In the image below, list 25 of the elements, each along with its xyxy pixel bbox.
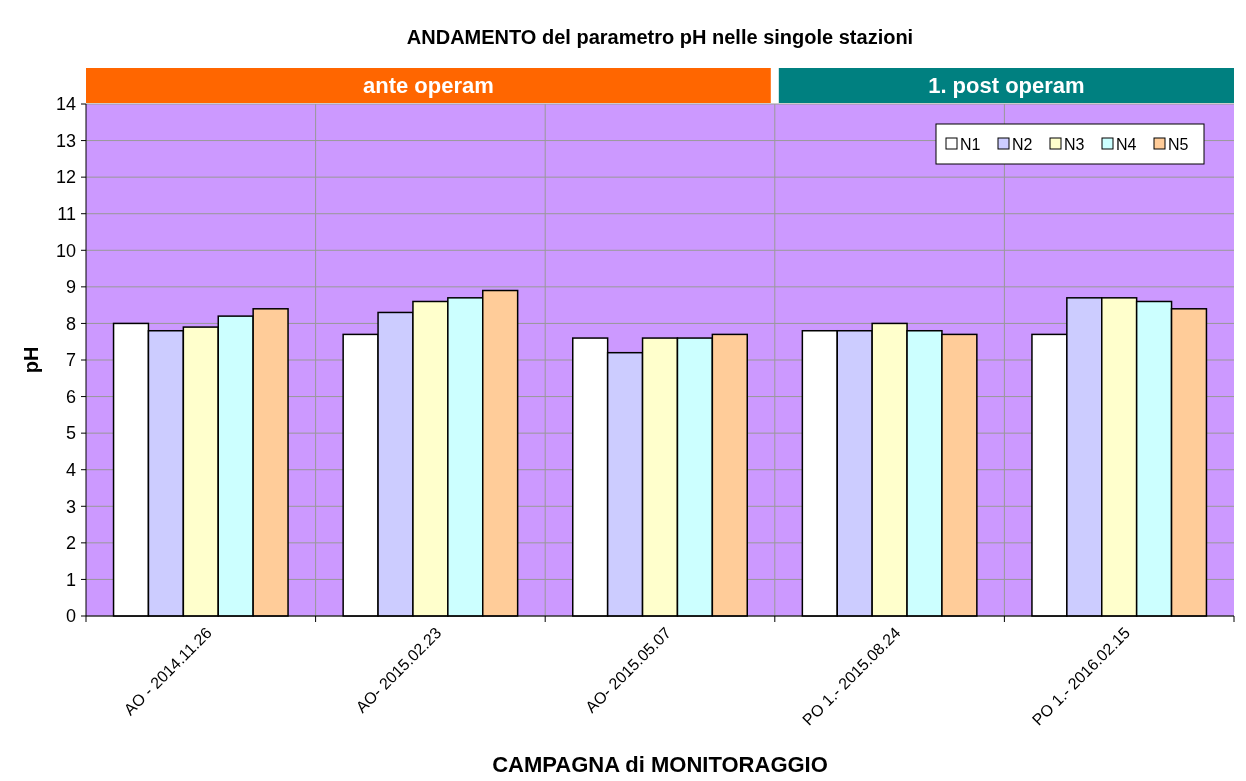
y-tick-label: 13	[55, 130, 76, 151]
legend-label: N4	[1116, 135, 1137, 153]
y-tick-label: 5	[65, 423, 76, 444]
y-axis-title: pH	[20, 346, 42, 374]
legend-label: N3	[1064, 135, 1085, 153]
y-tick-label: 4	[65, 460, 76, 481]
y-tick-label: 1	[65, 569, 76, 590]
y-tick-label: 14	[55, 94, 76, 115]
y-tick-label: 2	[65, 533, 76, 554]
y-tick-label: 9	[65, 277, 76, 298]
text: ante operam	[362, 73, 494, 98]
y-tick-label: 3	[65, 496, 76, 517]
y-tick-label: 11	[57, 204, 76, 225]
chart-title: ANDAMENTO del parametro pH nelle singole stazioni	[406, 26, 914, 48]
legend-label: N5	[1168, 135, 1189, 153]
y-tick-label: 12	[55, 167, 76, 188]
y-tick-label: 8	[65, 313, 76, 334]
text: 1. post operam	[928, 73, 1085, 98]
legend-label: N1	[960, 135, 981, 153]
y-tick-label: 10	[55, 240, 76, 261]
y-tick-label: 7	[65, 350, 76, 371]
y-tick-label: 0	[65, 606, 76, 627]
y-tick-label: 6	[65, 386, 76, 407]
x-axis-title: CAMPAGNA di MONITORAGGIO	[492, 752, 828, 777]
legend-label: N2	[1012, 135, 1033, 153]
